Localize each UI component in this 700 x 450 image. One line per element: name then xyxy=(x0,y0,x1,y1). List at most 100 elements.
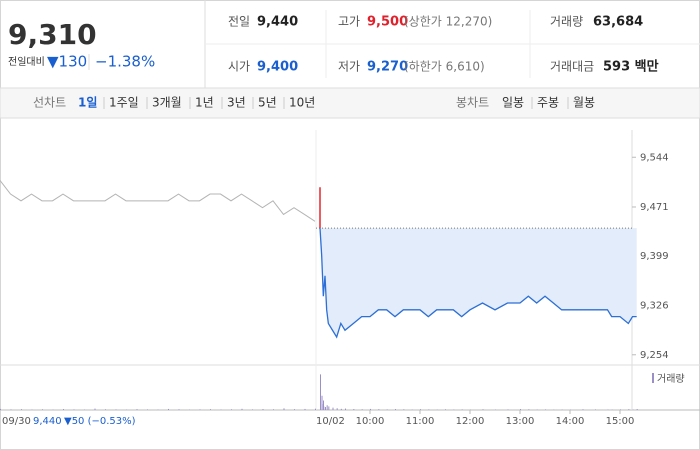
summary-note: (상한가 12,270) xyxy=(404,15,492,29)
volume-bar xyxy=(328,406,330,410)
volume-bar xyxy=(315,408,316,410)
summary-value: 63,684 xyxy=(593,15,643,30)
prev-change: ▼50 (−0.53%) xyxy=(64,416,136,427)
price-line xyxy=(319,228,637,339)
change: ▼130 xyxy=(47,53,87,71)
change-rate: −1.38% xyxy=(95,53,155,71)
volume-bar xyxy=(545,409,546,410)
prev-day-line xyxy=(0,180,316,222)
volume-bar xyxy=(326,405,328,410)
y-tick-label: 9,399 xyxy=(640,251,669,262)
volume-bar xyxy=(42,409,43,410)
price: 9,310 xyxy=(8,18,97,51)
volume-bar xyxy=(420,409,421,410)
tab-group-label: 봉차트 xyxy=(456,96,489,110)
volume-bar xyxy=(345,408,346,410)
volume-bar xyxy=(321,404,323,410)
volume-bar xyxy=(94,408,96,410)
prev-close: 9,440 xyxy=(33,416,62,427)
volume-bar xyxy=(252,409,253,410)
volume-bar xyxy=(445,409,446,410)
volume-bar xyxy=(386,409,388,410)
tab[interactable]: 3개월 xyxy=(152,96,182,110)
volume-bar xyxy=(304,408,306,410)
volume-bar xyxy=(178,409,180,410)
volume-bar xyxy=(595,409,596,410)
volume-bar xyxy=(582,409,584,410)
volume-bar xyxy=(147,409,148,410)
volume-bar xyxy=(115,409,117,410)
volume-bar xyxy=(370,408,371,410)
volume-bar xyxy=(283,408,285,410)
summary-value: 9,270 xyxy=(367,60,408,75)
x-tick-label: 15:00 xyxy=(606,416,635,427)
date-label: 09/30 xyxy=(2,416,31,427)
volume-bar xyxy=(168,408,169,410)
y-tick-label: 9,471 xyxy=(640,202,669,213)
volume-bar xyxy=(628,409,630,410)
volume-bar xyxy=(620,409,621,410)
y-tick-label: 9,544 xyxy=(640,152,669,163)
volume-bar xyxy=(428,409,430,410)
volume-bar xyxy=(361,409,363,410)
volume-bar xyxy=(378,409,380,410)
date-label: 10/02 xyxy=(316,416,345,427)
summary-value: 9,400 xyxy=(257,60,298,75)
tab[interactable]: 일봉 xyxy=(502,96,524,110)
summary-label: 시가 xyxy=(228,60,250,74)
legend-label: 거래량 xyxy=(657,373,685,385)
volume-bar xyxy=(320,374,321,410)
x-tick-label: 13:00 xyxy=(506,416,535,427)
volume-bar xyxy=(273,409,274,410)
summary-value: 9,500 xyxy=(367,15,408,30)
x-tick-label: 10:00 xyxy=(356,416,385,427)
tab[interactable]: 월봉 xyxy=(573,96,595,110)
volume-bar xyxy=(461,409,463,410)
volume-bar xyxy=(73,409,75,410)
volume-bar xyxy=(262,409,264,410)
summary-label: 전일 xyxy=(228,15,250,29)
change-label: 전일대비 xyxy=(8,56,45,68)
legend-swatch xyxy=(652,373,654,383)
volume-bar xyxy=(323,406,325,410)
volume-bar xyxy=(105,409,106,410)
y-tick-label: 9,326 xyxy=(640,301,669,312)
volume-bar xyxy=(199,409,201,410)
volume-bar xyxy=(241,408,243,410)
volume-bar xyxy=(63,409,64,410)
volume-bar xyxy=(507,409,509,410)
volume-bar xyxy=(136,409,138,410)
volume-bar xyxy=(395,409,396,410)
summary-note: (하한가 6,610) xyxy=(404,60,485,74)
summary-label: 고가 xyxy=(338,15,360,29)
tab[interactable]: 1일 xyxy=(78,96,97,110)
x-tick-label: 11:00 xyxy=(406,416,435,427)
tab-group-label: 선차트 xyxy=(33,96,66,110)
summary-label: 거래량 xyxy=(550,15,583,29)
y-tick-label: 9,254 xyxy=(640,350,669,361)
x-tick-label: 14:00 xyxy=(556,416,585,427)
tab[interactable]: 1주일 xyxy=(109,96,139,110)
summary-label: 거래대금 xyxy=(550,60,594,74)
volume-bar xyxy=(210,409,211,410)
volume-bar xyxy=(636,409,638,410)
volume-bar xyxy=(403,409,405,410)
tab[interactable]: 5년 xyxy=(258,96,277,110)
volume-bar xyxy=(10,409,12,410)
volume-bar xyxy=(321,395,323,410)
tab[interactable]: 주봉 xyxy=(537,96,559,110)
volume-bar xyxy=(325,407,326,410)
volume-bar xyxy=(294,409,295,410)
tab[interactable]: 10년 xyxy=(289,96,315,110)
tab[interactable]: 3년 xyxy=(227,96,246,110)
volume-bar xyxy=(340,408,342,410)
tab[interactable]: 1년 xyxy=(195,96,214,110)
tab-bar xyxy=(0,87,700,119)
summary-label: 저가 xyxy=(338,60,360,74)
summary-value: 593 백만 xyxy=(603,59,659,75)
volume-bar xyxy=(21,409,22,410)
volume-bar xyxy=(0,408,1,410)
volume-bar xyxy=(336,408,338,410)
